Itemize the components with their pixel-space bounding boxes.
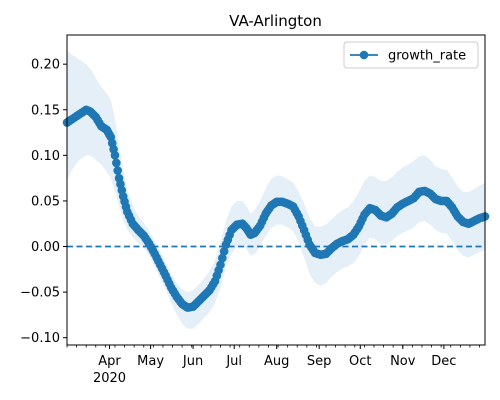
legend-frame (343, 41, 479, 69)
x-tick-label: Aug (264, 354, 289, 369)
x-tick-label: Nov (390, 354, 416, 369)
y-tick-label: 0.20 (31, 58, 60, 73)
legend-series-marker (359, 50, 369, 60)
confidence-band (67, 50, 485, 329)
y-tick-label: 0.05 (31, 194, 60, 209)
x-tick-label: Dec (431, 354, 456, 369)
data-point (110, 151, 120, 160)
data-point (218, 253, 227, 263)
data-point (219, 247, 229, 256)
x-tick-label: May (137, 354, 164, 369)
x-tick-label: Sep (307, 354, 332, 369)
legend: growth_rate (343, 41, 479, 69)
y-tick-label: 0.10 (31, 149, 60, 164)
x-year-label: 2020 (93, 371, 126, 386)
chart-title: VA-Arlington (229, 12, 322, 30)
data-point (216, 260, 225, 270)
axes: −0.10 −0.05 0.00 0.05 0.10 0.15 0.20 Apr May Jun J… (20, 34, 486, 386)
axes-frame (66, 34, 486, 346)
data-point (113, 166, 123, 175)
data-point (112, 158, 121, 168)
plot-area (62, 50, 490, 329)
y-tick-label: −0.10 (20, 331, 60, 346)
x-tick-label: Oct (349, 354, 371, 369)
y-tick-label: 0.00 (31, 240, 60, 255)
legend-series-label: growth_rate (388, 49, 466, 64)
y-tick-label: −0.05 (20, 286, 60, 301)
y-tick-label: 0.15 (31, 103, 60, 118)
x-tick-label: Jun (182, 354, 203, 369)
x-tick-label: Apr (98, 354, 121, 369)
x-tick-label: Jul (225, 354, 242, 369)
